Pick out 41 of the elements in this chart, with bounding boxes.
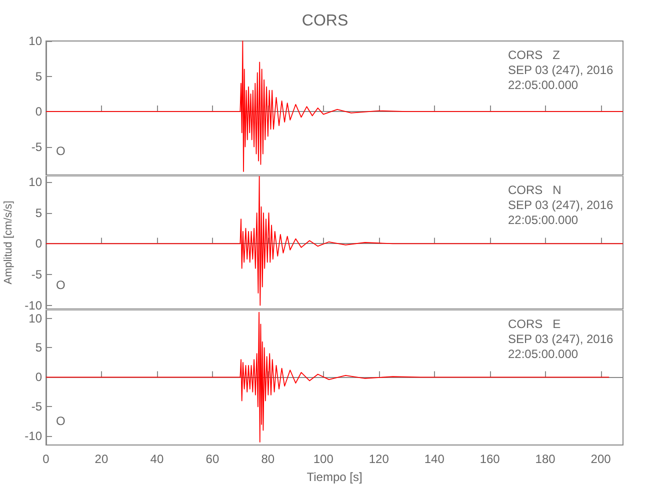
x-axis-title: Tiempo [s]	[306, 470, 362, 484]
annotation: O	[56, 414, 66, 428]
annotation: O	[56, 144, 66, 158]
y-axis-title: Amplitud [cm/s/s]	[2, 200, 14, 284]
annotation: 22:05:00.000	[508, 213, 578, 227]
x-tick-label: 200	[590, 452, 612, 466]
y-tick-label: -10	[24, 298, 42, 312]
x-tick-label: 180	[535, 452, 556, 466]
annotation: SEP 03 (247), 2016	[508, 198, 614, 212]
x-tick-label: 160	[480, 452, 500, 466]
y-tick-label: 0	[35, 370, 42, 384]
y-tick-label: -10	[24, 429, 42, 444]
line-series	[46, 176, 624, 306]
x-tick-label: 120	[368, 452, 390, 466]
y-tick-label: 10	[28, 175, 42, 190]
x-tick-label: 100	[313, 452, 334, 466]
y-tick-label: 5	[35, 69, 42, 84]
annotation: 22:05:00.000	[508, 347, 578, 361]
line-series	[46, 40, 624, 172]
annotation: SEP 03 (247), 2016	[508, 332, 614, 346]
x-tick-label: 20	[94, 452, 108, 466]
annotation: CORS E	[508, 317, 561, 331]
x-tick-label: 140	[424, 452, 445, 466]
y-tick-label: 10	[28, 34, 42, 48]
y-tick-label: -5	[31, 400, 42, 414]
annotation: O	[56, 278, 66, 292]
y-tick-label: -5	[31, 268, 42, 282]
y-tick-label: -5	[31, 140, 42, 154]
y-tick-label: 5	[35, 340, 42, 355]
annotation: CORS N	[508, 183, 562, 197]
x-tick-label: 80	[261, 452, 275, 466]
annotation: SEP 03 (247), 2016	[508, 63, 614, 77]
x-tick-label: 40	[150, 452, 164, 466]
y-tick-label: 10	[28, 311, 42, 326]
y-tick-label: 5	[35, 206, 42, 220]
y-tick-label: 0	[35, 236, 42, 251]
chart-title: CORS	[302, 12, 348, 30]
annotation: 22:05:00.000	[508, 78, 578, 92]
y-tick-label: 0	[35, 104, 42, 119]
x-tick-label: 60	[206, 452, 220, 466]
annotation: CORS Z	[508, 48, 560, 62]
